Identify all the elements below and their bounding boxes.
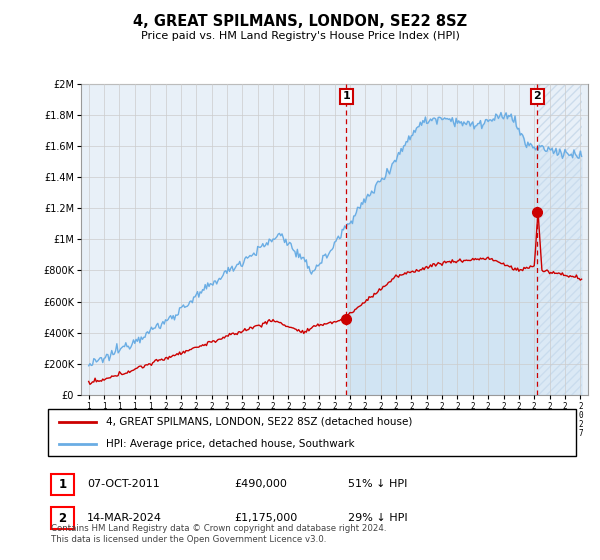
Text: £1,175,000: £1,175,000 — [234, 513, 297, 523]
Text: 2: 2 — [58, 511, 67, 525]
Text: 51% ↓ HPI: 51% ↓ HPI — [348, 479, 407, 489]
Text: £490,000: £490,000 — [234, 479, 287, 489]
Text: Price paid vs. HM Land Registry's House Price Index (HPI): Price paid vs. HM Land Registry's House … — [140, 31, 460, 41]
Text: 29% ↓ HPI: 29% ↓ HPI — [348, 513, 407, 523]
FancyBboxPatch shape — [48, 409, 576, 456]
Text: 1: 1 — [58, 478, 67, 491]
Text: Contains HM Land Registry data © Crown copyright and database right 2024.
This d: Contains HM Land Registry data © Crown c… — [51, 524, 386, 544]
Text: 14-MAR-2024: 14-MAR-2024 — [87, 513, 162, 523]
Text: 07-OCT-2011: 07-OCT-2011 — [87, 479, 160, 489]
Text: 1: 1 — [343, 91, 350, 101]
Text: 4, GREAT SPILMANS, LONDON, SE22 8SZ: 4, GREAT SPILMANS, LONDON, SE22 8SZ — [133, 14, 467, 29]
Text: 4, GREAT SPILMANS, LONDON, SE22 8SZ (detached house): 4, GREAT SPILMANS, LONDON, SE22 8SZ (det… — [106, 417, 412, 427]
Text: 2: 2 — [533, 91, 541, 101]
Text: HPI: Average price, detached house, Southwark: HPI: Average price, detached house, Sout… — [106, 438, 355, 449]
